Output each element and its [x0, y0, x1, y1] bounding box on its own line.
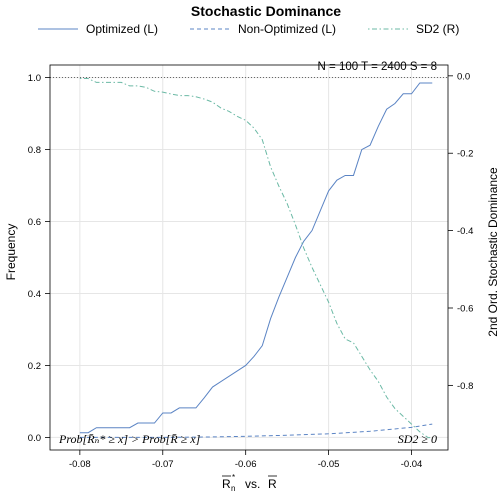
chart-title: Stochastic Dominance	[191, 3, 341, 19]
x-axis: -0.08 -0.07 -0.06 -0.05 -0.04	[69, 450, 422, 470]
x-axis-title-r1: R	[222, 477, 231, 491]
x-tick-label-0: -0.08	[69, 459, 91, 470]
x-axis-title-r2: R	[268, 477, 277, 491]
y-left-tick-label-2: 0.4	[28, 289, 41, 300]
y-right-tick-label-2: -0.4	[457, 226, 473, 237]
series-line-0	[79, 82, 433, 434]
y-left-tick-label-5: 1.0	[28, 73, 41, 84]
y-left-tick-label-3: 0.6	[28, 217, 41, 228]
legend-label-2: SD2 (R)	[416, 22, 459, 36]
x-tick-label-1: -0.07	[152, 459, 174, 470]
y-axis-left: 0.0 0.2 0.4 0.6 0.8 1.0	[28, 73, 50, 444]
legend-label-1: Non-Optimized (L)	[238, 22, 336, 36]
y-axis-right-title: 2nd Ord. Stochastic Dominance	[486, 167, 500, 337]
series-layer	[79, 78, 433, 439]
x-tick-label-4: -0.04	[401, 459, 423, 470]
annotation-dominance-condition: Prob[R̄ₙ* ≥ x] > Prob[R̄ ≥ x]	[58, 432, 201, 446]
x-axis-title: R n * vs. R	[222, 473, 277, 493]
annotation-dominance-condition-text: Prob[R̄ₙ* ≥ x] > Prob[R̄ ≥ x]	[58, 432, 201, 446]
x-axis-title-star: *	[232, 473, 235, 482]
series-line-2	[79, 78, 433, 439]
legend: Optimized (L) Non-Optimized (L) SD2 (R)	[38, 22, 459, 36]
y-left-tick-label-4: 0.8	[28, 145, 41, 156]
annotation-sd2-condition: SD2 ≥ 0	[398, 432, 437, 446]
plot-frame	[49, 64, 449, 451]
y-axis-left-title: Frequency	[4, 224, 18, 281]
y-right-tick-label-0: 0.0	[457, 71, 470, 82]
y-right-tick-label-4: -0.8	[457, 381, 473, 392]
y-axis-right: 0.0 -0.2 -0.4 -0.6 -0.8	[448, 71, 473, 392]
x-axis-title-sub: n	[231, 484, 235, 493]
y-right-tick-label-3: -0.6	[457, 303, 473, 314]
x-axis-title-vs: vs.	[245, 477, 260, 491]
y-left-tick-label-1: 0.2	[28, 361, 41, 372]
legend-label-0: Optimized (L)	[86, 22, 158, 36]
x-tick-label-3: -0.05	[318, 459, 340, 470]
x-tick-label-2: -0.06	[235, 459, 257, 470]
series-line-1	[79, 423, 433, 438]
y-left-tick-label-0: 0.0	[28, 433, 41, 444]
grid	[50, 65, 448, 450]
y-right-tick-label-1: -0.2	[457, 149, 473, 160]
annotation-sample-info: N = 100 T = 2400 S = 8	[318, 61, 437, 73]
